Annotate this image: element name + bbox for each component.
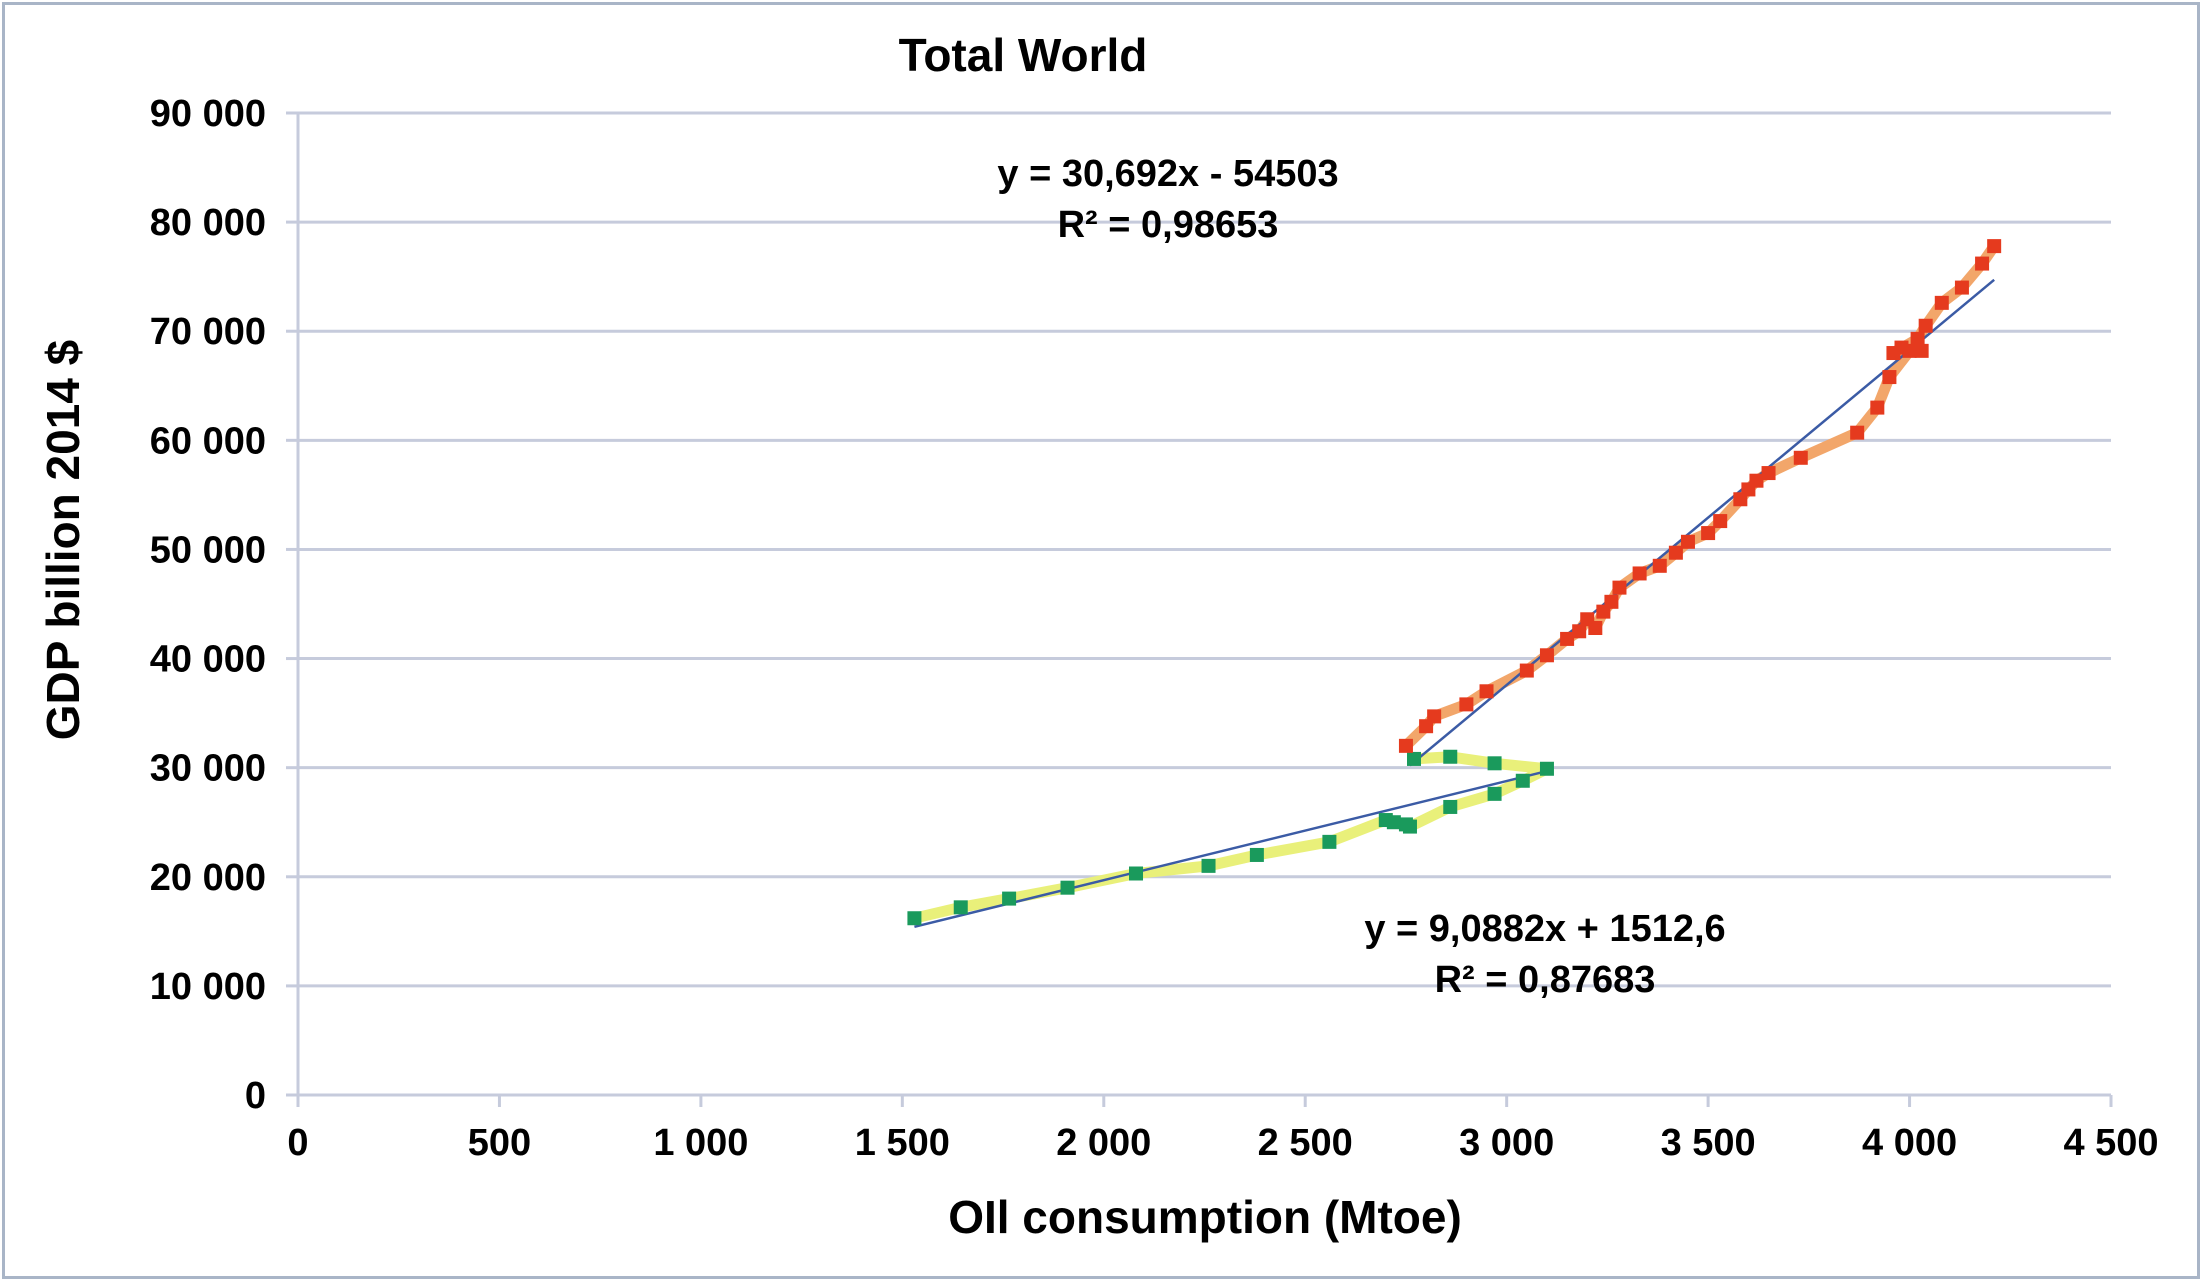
series-2-point xyxy=(1975,256,1990,271)
x-tick-label: 3 500 xyxy=(1661,1122,1756,1164)
series-2-point xyxy=(1398,738,1413,753)
trendline-2-equation: y = 9,0882x + 1512,6 xyxy=(1364,908,1725,950)
series-1-point xyxy=(953,900,968,915)
series-2-point xyxy=(1918,318,1933,333)
series-2-point xyxy=(1793,450,1808,465)
series-2-point xyxy=(1668,545,1683,560)
series-2-point xyxy=(1934,295,1949,310)
x-tick-label: 1 500 xyxy=(855,1122,950,1164)
x-tick-label: 2 000 xyxy=(1056,1122,1151,1164)
x-tick-label: 2 500 xyxy=(1258,1122,1353,1164)
series-1-point xyxy=(1386,815,1401,830)
series-2-point xyxy=(1572,624,1587,639)
y-tick-label: 90 000 xyxy=(150,93,266,135)
series-2-point xyxy=(1987,239,2002,254)
series-1-point xyxy=(1002,891,1017,906)
series-2-point xyxy=(1604,594,1619,609)
series-1-point xyxy=(1443,749,1458,764)
y-tick-label: 70 000 xyxy=(150,311,266,353)
x-axis-title: OIl consumption (Mtoe) xyxy=(948,1191,1462,1243)
y-tick-label: 40 000 xyxy=(150,639,266,681)
series-lines xyxy=(908,240,2000,924)
series-2-point xyxy=(1870,400,1885,415)
series-1-point xyxy=(1402,819,1417,834)
series-2-point xyxy=(1910,331,1925,346)
series-1-point xyxy=(1129,866,1144,881)
trendlines xyxy=(914,278,1995,928)
trendline-2-r2: R² = 0,87683 xyxy=(1435,959,1656,1001)
data-points xyxy=(907,239,2002,926)
series-1-point xyxy=(1539,761,1554,776)
series-2-point xyxy=(1713,514,1728,529)
series-2-point xyxy=(1914,343,1929,358)
series-1-point xyxy=(1060,880,1075,895)
series-2-point xyxy=(1459,697,1474,712)
series-1-point xyxy=(1487,756,1502,771)
x-tick-label: 4 000 xyxy=(1862,1122,1957,1164)
x-tick-labels: 0 500 1 000 1 500 2 000 2 500 3 000 3 500 4 000 4… xyxy=(287,1122,2158,1164)
series-2-point xyxy=(1632,566,1647,581)
y-tick-label: 50 000 xyxy=(150,529,266,571)
series-2-point xyxy=(1886,346,1901,361)
series-2-point xyxy=(1850,425,1865,440)
series-2-point xyxy=(1560,631,1575,646)
trendline-1 xyxy=(1409,278,1995,767)
x-tick-label: 500 xyxy=(468,1122,531,1164)
trendline-1-equation: y = 30,692x - 54503 xyxy=(997,153,1338,195)
series-2-point xyxy=(1612,580,1627,595)
grid-lines xyxy=(298,111,2111,988)
y-tick-label: 0 xyxy=(245,1075,266,1117)
axes xyxy=(286,111,2113,1107)
series-2-point xyxy=(1427,709,1442,724)
y-tick-label: 30 000 xyxy=(150,748,266,790)
series-1-point xyxy=(907,911,922,926)
series-2-point xyxy=(1680,534,1695,549)
series-2-point xyxy=(1701,526,1716,541)
series-1-point xyxy=(1487,786,1502,801)
series-2-point xyxy=(1749,473,1764,488)
series-2-point xyxy=(1588,621,1603,636)
y-tick-label: 60 000 xyxy=(150,420,266,462)
x-tick-label: 4 500 xyxy=(2063,1122,2158,1164)
series-2-point xyxy=(1539,648,1554,663)
series-2-point xyxy=(1761,466,1776,481)
chart: Total World 0 10 000 20 000 30 000 40 000 50 … xyxy=(37,29,2159,1243)
y-axis-title: GDP billion 2014 $ xyxy=(37,340,89,741)
series-2-point xyxy=(1954,280,1969,295)
y-tick-label: 80 000 xyxy=(150,202,266,244)
series-1-point xyxy=(1515,773,1530,788)
x-tick-label: 0 xyxy=(287,1122,308,1164)
y-tick-labels: 0 10 000 20 000 30 000 40 000 50 000 60 000 70 … xyxy=(150,93,266,1117)
series-2-point xyxy=(1519,663,1534,678)
series-1-point xyxy=(1443,799,1458,814)
series-2-point xyxy=(1479,684,1494,699)
trendline-2 xyxy=(914,769,1548,928)
y-tick-label: 20 000 xyxy=(150,857,266,899)
chart-title: Total World xyxy=(899,29,1148,81)
series-1-point xyxy=(1249,847,1264,862)
series-2-point xyxy=(1652,558,1667,573)
x-tick-label: 3 000 xyxy=(1459,1122,1554,1164)
series-2-point xyxy=(1882,370,1897,385)
x-tick-label: 1 000 xyxy=(653,1122,748,1164)
series-1-point xyxy=(1201,858,1216,873)
trendline-1-r2: R² = 0,98653 xyxy=(1058,204,1279,246)
series-1-point xyxy=(1322,834,1337,849)
series-2-line xyxy=(1400,240,2000,752)
y-tick-label: 10 000 xyxy=(150,966,266,1008)
series-1-point xyxy=(1407,751,1422,766)
